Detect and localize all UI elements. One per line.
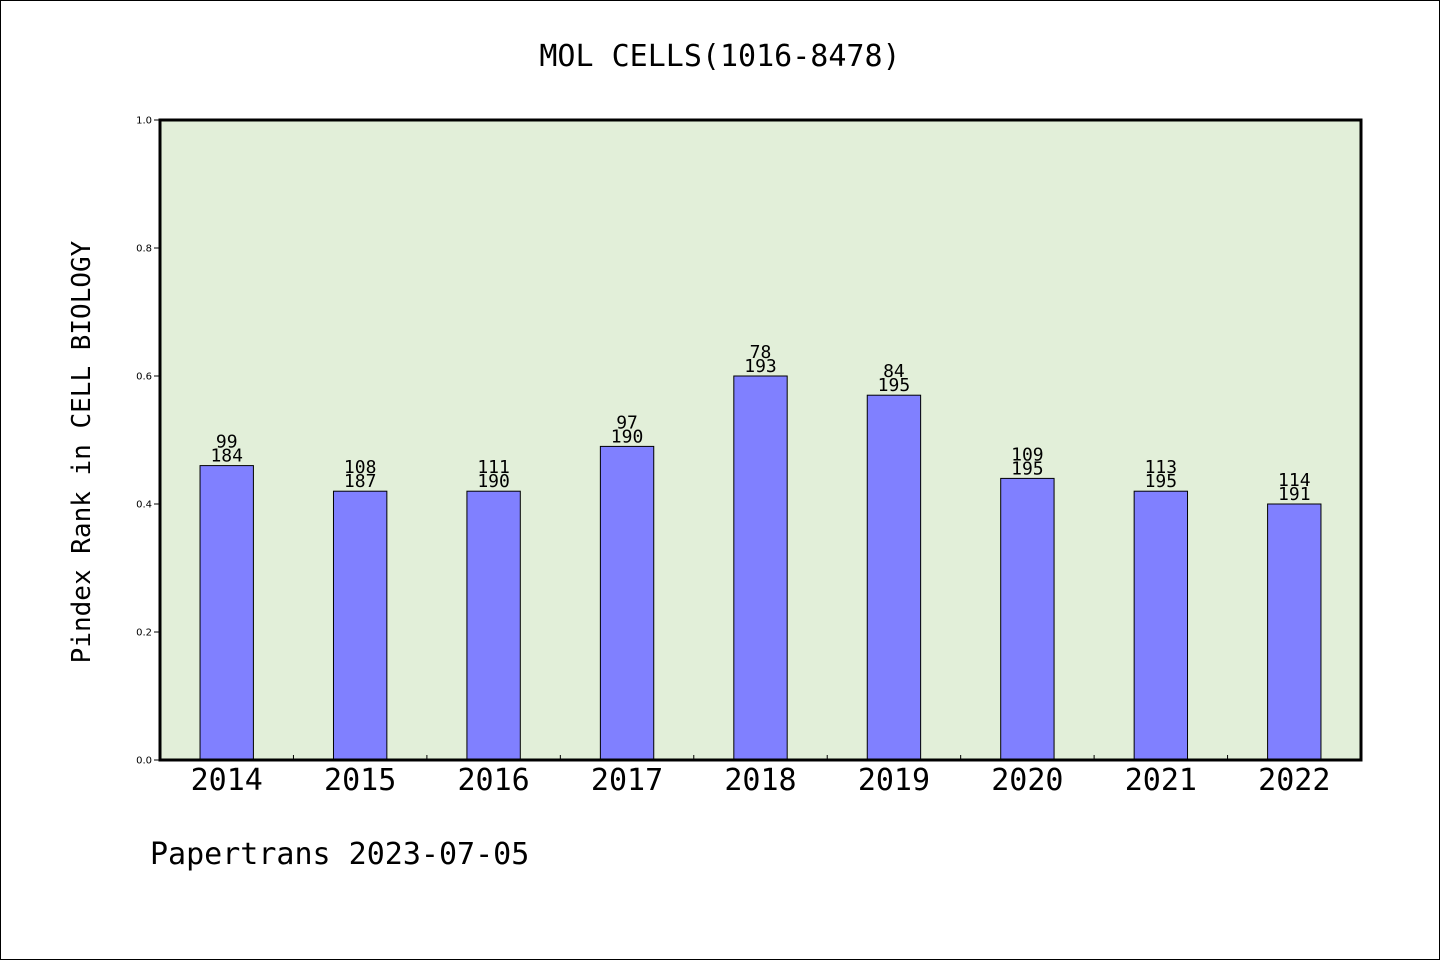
bar-total-label-2019: 195 [878,375,911,396]
x-axis: 2014 2015 2016 2017 2018 2019 2020 2021 2022 [191,755,1330,798]
bar-2018 [733,375,788,761]
x-tick-label-2014: 2014 [191,763,263,798]
bar-2017 [599,445,655,761]
bar-total-label-2014: 184 [210,446,243,467]
bar-2022 [1267,503,1322,761]
bar-rank-label-2021: 113 [1145,457,1178,478]
bar-rank-label-2022: 114 [1278,470,1311,491]
bar-total-label-2018: 193 [744,356,777,377]
bar-total-label-2021: 195 [1145,471,1178,492]
y-axis: 0.0 0.2 0.4 0.6 0.8 1.0 [136,116,160,767]
y-axis-label: Pindex Rank in CELL BIOLOGY [67,240,97,663]
y-tick-label: 0.4 [136,500,152,511]
x-tick-label-2016: 2016 [457,763,529,798]
bar-total-label-2022: 191 [1278,484,1311,505]
bar-2015 [332,490,388,761]
bar-rank-label-2015: 108 [344,457,377,478]
bar-total-label-2017: 190 [611,426,644,447]
x-tick-label-2018: 2018 [724,763,796,798]
y-tick-label: 1.0 [136,116,152,127]
bar-2019 [866,394,922,761]
bar-2020 [1000,477,1055,761]
y-tick-label: 0.2 [136,628,152,639]
bar-2014 [199,465,254,761]
bar-rank-label-2018: 78 [750,342,772,363]
bar-rank-label-2020: 109 [1011,444,1044,465]
x-tick-label-2020: 2020 [991,763,1063,798]
bar-2021 [1133,490,1189,761]
x-tick-label-2022: 2022 [1258,763,1330,798]
x-tick-label-2017: 2017 [591,763,663,798]
bar-total-label-2016: 190 [477,471,510,492]
bar-rank-label-2017: 97 [616,412,638,433]
y-tick-label: 0.6 [136,372,152,383]
x-tick-label-2019: 2019 [858,763,930,798]
footer-watermark: Papertrans 2023-07-05 [150,837,529,872]
bar-total-label-2020: 195 [1011,458,1044,479]
bar-rank-label-2016: 111 [477,457,510,478]
bar-2016 [466,490,521,761]
chart-title: MOL CELLS(1016-8478) [539,39,900,74]
x-tick-label-2021: 2021 [1125,763,1197,798]
bar-rank-label-2019: 84 [883,361,905,382]
x-tick-label-2015: 2015 [324,763,396,798]
bar-total-label-2015: 187 [344,471,377,492]
y-tick-label: 0.0 [136,756,152,767]
y-tick-label: 0.8 [136,244,152,255]
bar-rank-label-2014: 99 [216,432,238,453]
bars-group [199,375,1322,761]
plot-border [158,118,1363,762]
